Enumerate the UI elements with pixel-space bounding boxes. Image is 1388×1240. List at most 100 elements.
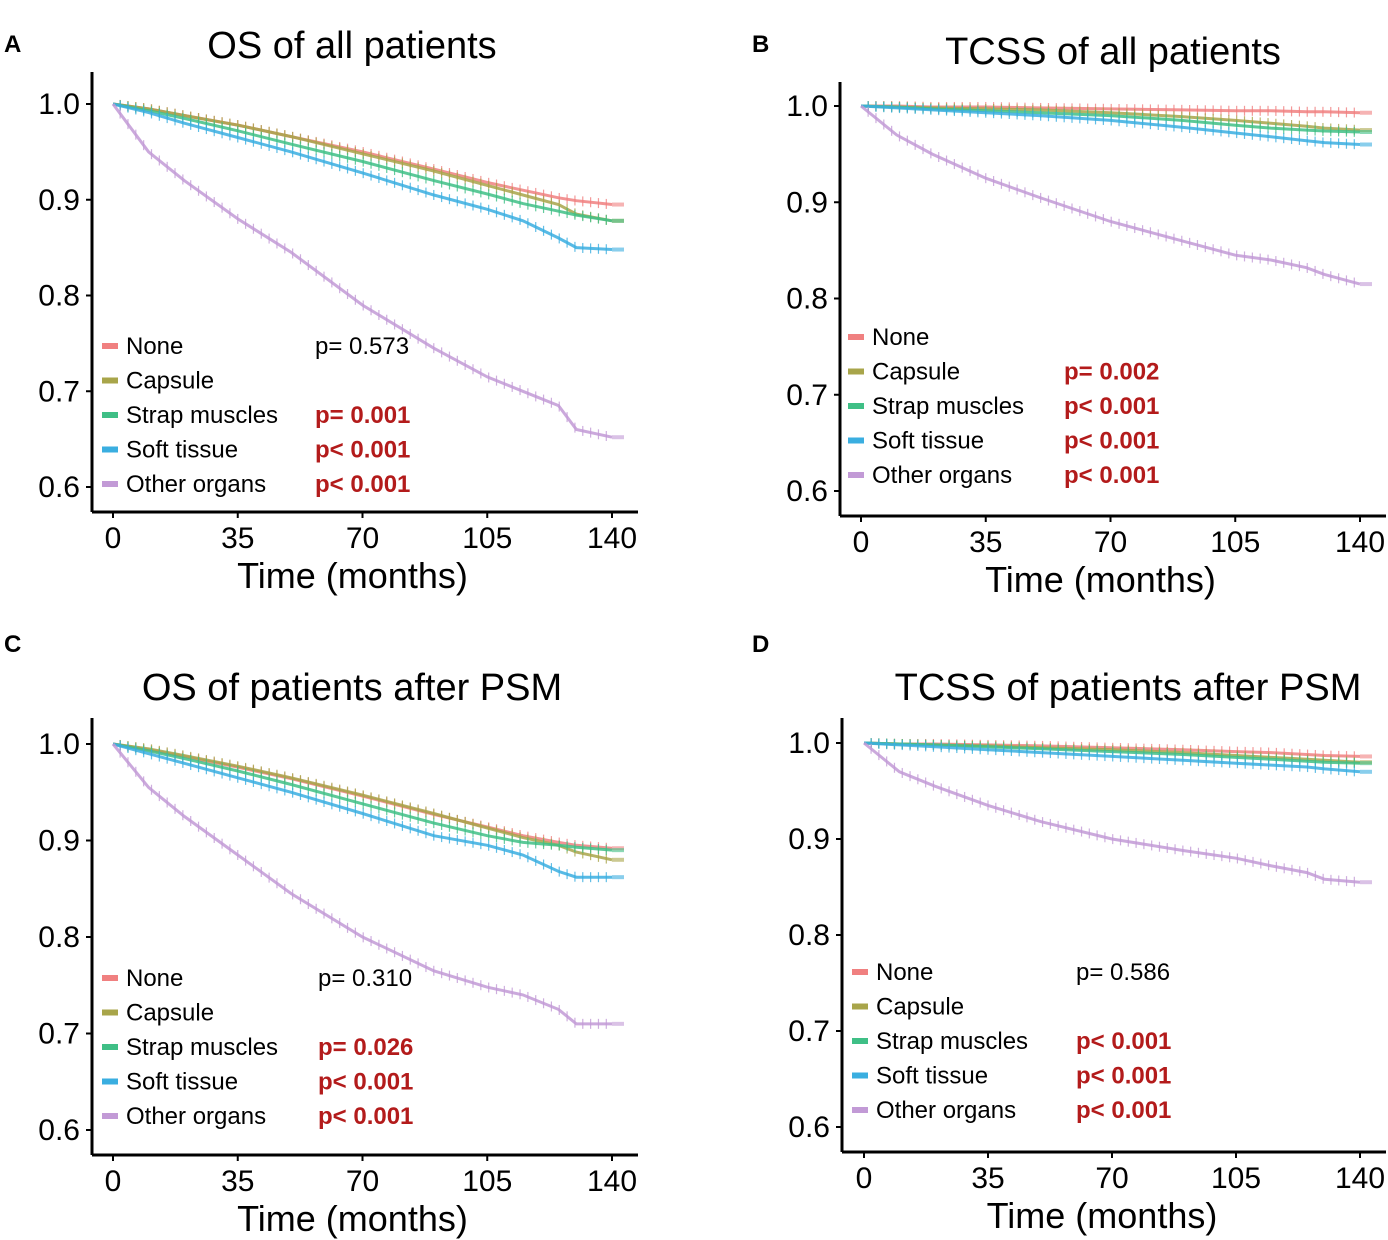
chart-title: TCSS of all patients: [945, 31, 1281, 73]
legend-label: None: [126, 965, 183, 992]
legend-swatch: [102, 1009, 118, 1016]
legend-swatch: [848, 472, 864, 478]
legend-swatch: [848, 437, 864, 444]
x-tick-label: 140: [1335, 1162, 1385, 1195]
legend-swatch: [102, 343, 118, 349]
panel-letter: C: [4, 631, 21, 658]
x-tick-label: 0: [853, 526, 870, 559]
panel-a: A OS of all patients 0.6 0.7 0.8 0.9 1.0 0 35 70 1…: [4, 25, 638, 596]
censor-marks-other-organs: [119, 108, 607, 441]
legend-label: Soft tissue: [126, 1069, 238, 1096]
p-value: p< 0.001: [1076, 1063, 1171, 1090]
curve-soft-tissue: [860, 104, 1361, 146]
curve-soft-tissue: [112, 102, 613, 251]
p-value: p< 0.001: [318, 1103, 413, 1130]
curve-strap-muscles: [112, 742, 613, 852]
censor-marks-other-organs: [870, 743, 1355, 887]
chart-title: OS of patients after PSM: [142, 667, 562, 709]
y-tick-label: 0.7: [788, 1015, 830, 1048]
p-value: p< 0.001: [1064, 462, 1159, 489]
x-axis-label: Time (months): [987, 1195, 1218, 1236]
legend-swatch: [852, 1038, 868, 1044]
y-tick-label: 0.9: [38, 184, 80, 217]
legend-label: Other organs: [126, 471, 266, 498]
legend-label: Strap muscles: [872, 393, 1024, 420]
panel-d: D TCSS of patients after PSM 0.6 0.7 0.8 0.9 1…: [752, 631, 1386, 1236]
legend-label: Strap muscles: [876, 1028, 1028, 1055]
y-tick-label: 0.6: [786, 475, 828, 508]
p-value: p< 0.001: [315, 437, 410, 464]
p-value: p< 0.001: [1064, 428, 1159, 455]
legend-label: Other organs: [876, 1097, 1016, 1124]
y-tick-label: 0.7: [786, 379, 828, 412]
legend-label: Capsule: [126, 368, 214, 395]
y-tick-label: 0.8: [788, 919, 830, 952]
x-tick-label: 35: [221, 522, 254, 555]
x-axis-label: Time (months): [985, 559, 1216, 600]
censor-marks-other-organs: [867, 106, 1355, 288]
p-value: p< 0.001: [1076, 1097, 1171, 1124]
legend-swatch: [102, 446, 118, 453]
legend-swatch: [102, 975, 118, 981]
curve-strap-muscles: [112, 102, 613, 223]
curve-soft-tissue: [863, 741, 1361, 774]
x-tick-label: 70: [1094, 526, 1127, 559]
y-tick-label: 0.9: [786, 186, 828, 219]
x-tick-label: 105: [462, 1165, 512, 1198]
legend-label: Capsule: [872, 359, 960, 386]
panel-letter: B: [752, 31, 769, 58]
legend-label: Capsule: [876, 994, 964, 1021]
x-tick-label: 35: [971, 1162, 1004, 1195]
legend-swatch: [852, 1003, 868, 1010]
x-tick-label: 0: [856, 1162, 873, 1195]
p-value: p= 0.026: [318, 1034, 413, 1061]
legend-swatch: [102, 1078, 118, 1085]
p-value: p= 0.002: [1064, 359, 1159, 386]
panel-b: B TCSS of all patients 0.6 0.7 0.8 0.9 1.0 0 35 7…: [752, 31, 1386, 600]
censor-marks-soft-tissue: [870, 738, 1355, 777]
legend-label: Soft tissue: [876, 1063, 988, 1090]
censor-marks-soft-tissue: [867, 101, 1355, 150]
x-tick-label: 105: [1210, 526, 1260, 559]
x-tick-label: 35: [221, 1165, 254, 1198]
y-tick-label: 0.8: [38, 921, 80, 954]
x-tick-label: 0: [105, 522, 122, 555]
panel-c: C OS of patients after PSM 0.6 0.7 0.8 0.9 1.0…: [4, 631, 638, 1239]
legend-swatch: [848, 403, 864, 409]
y-tick-label: 0.9: [788, 823, 830, 856]
legend-label: Soft tissue: [126, 437, 238, 464]
legend-label: Other organs: [872, 462, 1012, 489]
y-tick-label: 0.9: [38, 825, 80, 858]
x-tick-label: 70: [346, 522, 379, 555]
x-tick-label: 140: [587, 522, 637, 555]
p-value: p< 0.001: [1064, 393, 1159, 420]
legend-label: None: [126, 333, 183, 360]
x-axis-label: Time (months): [237, 555, 468, 596]
legend-swatch: [102, 1113, 118, 1119]
legend-label: Soft tissue: [872, 428, 984, 455]
p-value: p= 0.573: [315, 333, 409, 360]
y-tick-label: 0.6: [38, 471, 80, 504]
x-tick-label: 35: [969, 526, 1002, 559]
legend-label: Strap muscles: [126, 1034, 278, 1061]
legend-swatch: [102, 1044, 118, 1050]
legend-swatch: [102, 481, 118, 487]
legend-swatch: [852, 969, 868, 975]
legend-swatch: [102, 412, 118, 418]
censor-marks-soft-tissue: [119, 100, 607, 255]
y-tick-label: 0.6: [38, 1114, 80, 1147]
curve-capsule: [112, 102, 613, 223]
x-tick-label: 70: [346, 1165, 379, 1198]
censor-marks-other-organs: [119, 747, 607, 1029]
y-tick-label: 0.8: [786, 283, 828, 316]
p-value: p< 0.001: [315, 471, 410, 498]
curve-other-organs: [863, 741, 1361, 884]
legend-swatch: [102, 377, 118, 384]
x-tick-label: 70: [1095, 1162, 1128, 1195]
x-axis-label: Time (months): [237, 1198, 468, 1239]
legend-label: None: [876, 959, 933, 986]
chart-title: OS of all patients: [207, 25, 496, 67]
p-value: p= 0.310: [318, 965, 412, 992]
y-tick-label: 0.7: [38, 1018, 80, 1051]
